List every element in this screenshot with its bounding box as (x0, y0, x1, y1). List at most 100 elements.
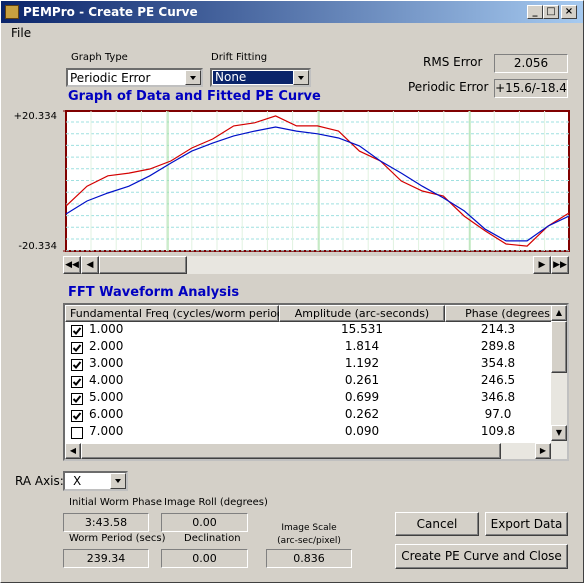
check-mark (72, 395, 82, 403)
graph: +20.334 -20.334 (14, 110, 570, 252)
cell: 1.192 (344, 356, 380, 370)
cell: 214.3 (480, 322, 516, 336)
cell: 289.8 (480, 339, 516, 353)
cell: 5.000 (89, 390, 124, 404)
cell: 4.000 (89, 373, 124, 387)
graph-title: Graph of Data and Fitted PE Curve (68, 89, 321, 104)
cell: 246.5 (480, 373, 516, 387)
ra-axis-label: RA Axis: (15, 474, 64, 488)
cell: 346.8 (480, 390, 516, 404)
scroll-first[interactable]: ◀◀ (63, 256, 81, 274)
app-icon (5, 5, 19, 19)
check-mark (72, 327, 82, 335)
cell: 0.262 (344, 407, 380, 421)
scroll-up[interactable]: ▲ (551, 305, 567, 321)
ra-axis-combo[interactable]: X (63, 471, 128, 491)
scroll-thumb[interactable] (81, 443, 501, 459)
y-tick-label: -20.334 (18, 241, 57, 252)
checkbox[interactable] (71, 393, 83, 405)
image-scale-unit: (arc-sec/pixel) (277, 536, 341, 546)
pe-curve (65, 115, 570, 247)
periodic-error-value: +15.6/-18.4 (494, 79, 568, 98)
rms-error-value: 2.056 (494, 54, 568, 73)
column-header[interactable]: Phase (degrees (445, 305, 553, 322)
image-scale-label: Image Scale (281, 523, 337, 533)
checkbox[interactable] (71, 376, 83, 388)
checkbox[interactable] (71, 325, 83, 337)
cell: 1.814 (344, 339, 380, 353)
combo-arrow[interactable] (110, 473, 126, 489)
cell: 0.261 (344, 373, 380, 387)
create-button[interactable]: Create PE Curve and Close (395, 544, 568, 569)
declination-value: 0.00 (161, 549, 248, 568)
check-stroke (72, 412, 82, 420)
title-bar (1, 1, 583, 23)
check-stroke (72, 344, 82, 352)
cell: 0.699 (344, 390, 380, 404)
initial-worm-phase-label: Initial Worm Phase (69, 497, 162, 508)
scroll-right[interactable]: ▶ (535, 443, 551, 459)
pe-curve (65, 126, 570, 242)
drift-fitting-combo[interactable]: None (210, 68, 311, 87)
graph-type-label: Graph Type (71, 52, 128, 63)
check-mark (72, 361, 82, 369)
fft-table: Fundamental Freq (cycles/worm period) Am… (63, 303, 569, 461)
cell: 15.531 (341, 322, 383, 336)
check-mark (72, 344, 82, 352)
cell: 3.000 (89, 356, 124, 370)
combo-arrow[interactable] (185, 70, 201, 85)
scroll-down[interactable]: ▼ (551, 425, 567, 441)
cell: 97.0 (484, 407, 512, 421)
close-button[interactable]: × (561, 5, 577, 19)
maximize-button[interactable]: □ (543, 5, 559, 19)
cell: 109.8 (480, 424, 516, 438)
h-scrollbar[interactable]: ◀ ▶ (65, 443, 551, 459)
cell: 1.000 (89, 322, 124, 336)
scroll-last[interactable]: ▶▶ (551, 256, 569, 274)
fft-title: FFT Waveform Analysis (68, 285, 240, 300)
cancel-button[interactable]: Cancel (395, 512, 479, 536)
cell: 7.000 (89, 424, 124, 438)
checkbox[interactable] (71, 342, 83, 354)
periodic-error-label: Periodic Error (408, 80, 489, 94)
combo-arrow[interactable] (293, 70, 309, 85)
scroll-thumb[interactable] (99, 256, 187, 274)
minimize-button[interactable]: _ (527, 5, 543, 19)
cell: 2.000 (89, 339, 124, 353)
checkbox[interactable] (71, 410, 83, 422)
export-button[interactable]: Export Data (485, 512, 568, 536)
graph-type-combo[interactable]: Periodic Error (66, 68, 203, 87)
checkbox[interactable] (71, 427, 83, 439)
scroll-left[interactable]: ◀ (81, 256, 99, 274)
image-scale-value: 0.836 (266, 549, 352, 568)
cell: 6.000 (89, 407, 124, 421)
scroll-left[interactable]: ◀ (65, 443, 81, 459)
check-stroke (72, 327, 82, 335)
column-header[interactable]: Fundamental Freq (cycles/worm period) (65, 305, 288, 322)
checkbox[interactable] (71, 359, 83, 371)
check-stroke (72, 361, 82, 369)
window-title: PEMPro - Create PE Curve (23, 5, 198, 19)
declination-label: Declination (184, 533, 241, 544)
scroll-thumb[interactable] (551, 321, 567, 373)
worm-period-value: 239.34 (63, 549, 149, 568)
check-mark (72, 378, 82, 386)
check-stroke (72, 395, 82, 403)
initial-worm-phase-value: 3:43.58 (63, 513, 149, 532)
rms-error-label: RMS Error (423, 55, 483, 69)
cell: 0.090 (344, 424, 380, 438)
graph-type-value: Periodic Error (70, 71, 151, 85)
menu-file[interactable]: File (11, 26, 32, 40)
check-stroke (72, 378, 82, 386)
column-header[interactable]: Amplitude (arc-seconds) (279, 305, 445, 322)
check-mark (72, 412, 82, 420)
h-scrollbar[interactable]: ◀◀ ◀ ▶ ▶▶ (63, 256, 569, 274)
y-tick-label: +20.334 (14, 111, 57, 122)
drift-fitting-value: None (213, 71, 295, 84)
scroll-right[interactable]: ▶ (533, 256, 551, 274)
worm-period-label: Worm Period (secs) (69, 533, 166, 544)
image-roll-label: Image Roll (degrees) (164, 497, 268, 508)
image-roll-value: 0.00 (161, 513, 248, 532)
v-scrollbar[interactable]: ▲ ▼ (551, 305, 567, 459)
